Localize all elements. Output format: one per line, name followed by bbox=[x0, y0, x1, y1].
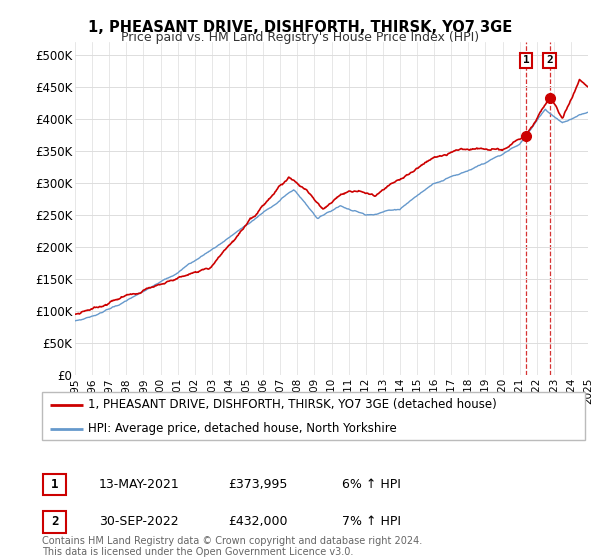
Text: 13-MAY-2021: 13-MAY-2021 bbox=[99, 478, 180, 491]
Text: 2: 2 bbox=[546, 55, 553, 66]
Text: 1, PHEASANT DRIVE, DISHFORTH, THIRSK, YO7 3GE (detached house): 1, PHEASANT DRIVE, DISHFORTH, THIRSK, YO… bbox=[88, 398, 497, 412]
Text: £373,995: £373,995 bbox=[228, 478, 287, 491]
Text: 6% ↑ HPI: 6% ↑ HPI bbox=[342, 478, 401, 491]
Text: 1: 1 bbox=[523, 55, 529, 66]
Text: 30-SEP-2022: 30-SEP-2022 bbox=[99, 515, 179, 529]
Text: 1: 1 bbox=[51, 478, 58, 491]
Text: HPI: Average price, detached house, North Yorkshire: HPI: Average price, detached house, Nort… bbox=[88, 422, 397, 435]
Text: Contains HM Land Registry data © Crown copyright and database right 2024.
This d: Contains HM Land Registry data © Crown c… bbox=[42, 535, 422, 557]
Text: £432,000: £432,000 bbox=[228, 515, 287, 529]
Text: 7% ↑ HPI: 7% ↑ HPI bbox=[342, 515, 401, 529]
Text: 1, PHEASANT DRIVE, DISHFORTH, THIRSK, YO7 3GE: 1, PHEASANT DRIVE, DISHFORTH, THIRSK, YO… bbox=[88, 20, 512, 35]
Text: Price paid vs. HM Land Registry's House Price Index (HPI): Price paid vs. HM Land Registry's House … bbox=[121, 31, 479, 44]
Text: 2: 2 bbox=[51, 515, 58, 529]
